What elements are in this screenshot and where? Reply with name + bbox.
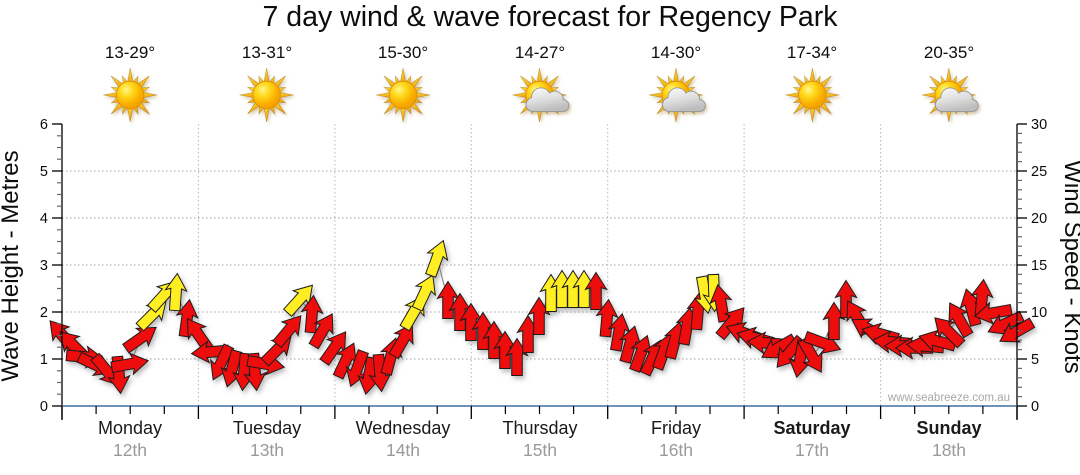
svg-text:12th: 12th <box>113 440 147 460</box>
svg-text:20-35°: 20-35° <box>924 43 974 62</box>
svg-text:Saturday: Saturday <box>773 418 850 438</box>
svg-text:10: 10 <box>1031 305 1047 321</box>
svg-text:4: 4 <box>40 211 48 227</box>
svg-text:Wind Speed - Knots: Wind Speed - Knots <box>1059 160 1080 373</box>
svg-text:25: 25 <box>1031 164 1047 180</box>
svg-text:0: 0 <box>40 399 48 415</box>
svg-text:3: 3 <box>40 258 48 274</box>
svg-text:30: 30 <box>1031 117 1047 133</box>
svg-text:13th: 13th <box>250 440 284 460</box>
svg-text:15-30°: 15-30° <box>378 43 428 62</box>
svg-text:14-30°: 14-30° <box>651 43 701 62</box>
svg-text:15th: 15th <box>523 440 557 460</box>
svg-text:16th: 16th <box>659 440 693 460</box>
svg-text:14th: 14th <box>386 440 420 460</box>
svg-text:Sunday: Sunday <box>916 418 981 438</box>
svg-text:Wednesday: Wednesday <box>356 418 451 438</box>
svg-text:17th: 17th <box>795 440 829 460</box>
svg-text:Monday: Monday <box>98 418 162 438</box>
svg-text:14-27°: 14-27° <box>515 43 565 62</box>
svg-text:13-31°: 13-31° <box>242 43 292 62</box>
svg-text:1: 1 <box>40 352 48 368</box>
svg-text:www.seabreeze.com.au: www.seabreeze.com.au <box>887 392 1010 404</box>
svg-text:15: 15 <box>1031 258 1047 274</box>
svg-text:Tuesday: Tuesday <box>233 418 301 438</box>
svg-text:Friday: Friday <box>651 418 701 438</box>
svg-text:6: 6 <box>40 117 48 133</box>
svg-text:5: 5 <box>1031 352 1039 368</box>
svg-text:13-29°: 13-29° <box>105 43 155 62</box>
svg-text:Thursday: Thursday <box>502 418 577 438</box>
svg-text:18th: 18th <box>932 440 966 460</box>
svg-text:17-34°: 17-34° <box>787 43 837 62</box>
svg-text:0: 0 <box>1031 399 1039 415</box>
svg-text:2: 2 <box>40 305 48 321</box>
svg-text:Wave Height - Metres: Wave Height - Metres <box>0 150 24 381</box>
svg-text:5: 5 <box>40 164 48 180</box>
svg-text:7 day wind & wave forecast for: 7 day wind & wave forecast for Regency P… <box>262 1 838 33</box>
svg-text:20: 20 <box>1031 211 1047 227</box>
